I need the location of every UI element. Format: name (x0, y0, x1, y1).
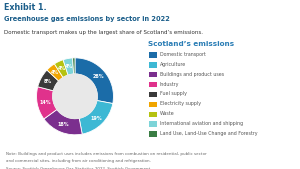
Wedge shape (44, 110, 82, 135)
Wedge shape (75, 58, 113, 104)
Bar (148, 72, 157, 77)
Bar (148, 122, 157, 127)
Wedge shape (54, 60, 68, 78)
Text: Source: Scottish Greenhouse Gas Statistics 2022, Scottish Government: Source: Scottish Greenhouse Gas Statisti… (6, 167, 150, 169)
Wedge shape (73, 58, 75, 74)
Bar (148, 82, 157, 87)
Bar (148, 52, 157, 58)
Text: 28%: 28% (93, 74, 104, 79)
Text: Domestic transport makes up the largest share of Scotland’s emissions.: Domestic transport makes up the largest … (4, 30, 202, 35)
Text: 19%: 19% (91, 116, 103, 121)
Text: Electricity supply: Electricity supply (160, 101, 201, 106)
Bar (148, 131, 157, 137)
Text: Exhibit 1.: Exhibit 1. (4, 3, 46, 12)
Text: 4%: 4% (58, 66, 66, 71)
Text: Greenhouse gas emissions by sector in 2022: Greenhouse gas emissions by sector in 20… (4, 16, 169, 22)
Wedge shape (37, 87, 57, 119)
Text: Fuel supply: Fuel supply (160, 91, 187, 96)
Wedge shape (63, 58, 74, 75)
Circle shape (53, 74, 97, 118)
Text: Land Use, Land-Use Change and Forestry: Land Use, Land-Use Change and Forestry (160, 131, 257, 136)
Text: and commercial sites, including from air conditioning and refrigeration.: and commercial sites, including from air… (6, 159, 151, 163)
Wedge shape (38, 70, 59, 91)
Text: 8%: 8% (44, 79, 52, 84)
Wedge shape (47, 64, 63, 81)
Text: 14%: 14% (39, 100, 51, 105)
Bar (148, 102, 157, 107)
Text: Scotland’s emissions: Scotland’s emissions (148, 41, 235, 47)
Text: 4%: 4% (51, 70, 59, 75)
Bar (148, 92, 157, 97)
Bar (148, 62, 157, 68)
Text: 18%: 18% (58, 122, 70, 127)
Text: Note: Buildings and product uses includes emissions from combustion on residenti: Note: Buildings and product uses include… (6, 152, 207, 156)
Text: International aviation and shipping: International aviation and shipping (160, 121, 243, 126)
Wedge shape (79, 101, 113, 134)
Bar (148, 112, 157, 117)
Text: 4%: 4% (65, 64, 74, 69)
Text: Industry: Industry (160, 82, 179, 87)
Text: Domestic transport: Domestic transport (160, 52, 206, 57)
Text: Waste: Waste (160, 111, 175, 116)
Text: Agriculture: Agriculture (160, 62, 186, 67)
Text: Buildings and product uses: Buildings and product uses (160, 72, 224, 77)
